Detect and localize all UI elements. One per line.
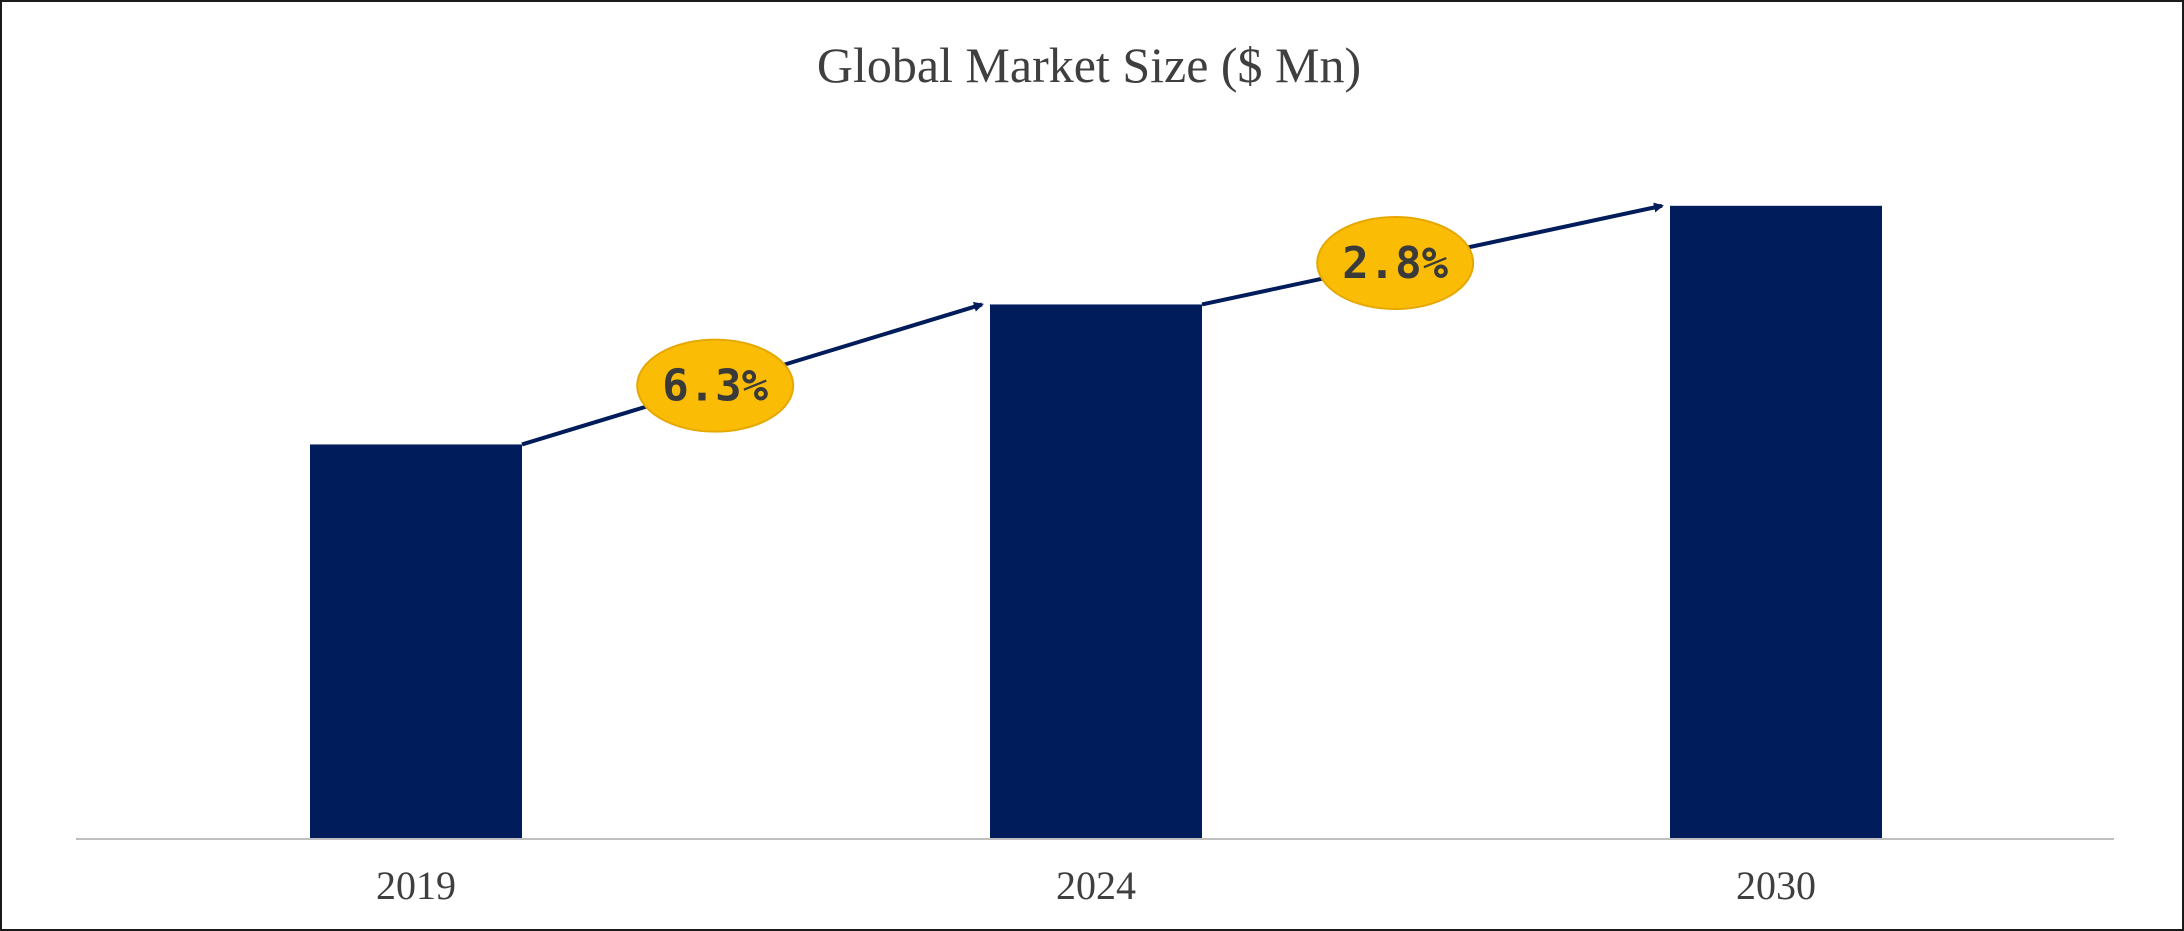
cagr-badge-2019-2024	[636, 338, 795, 433]
x-tick-label-2019: 2019	[376, 863, 456, 908]
bar-2024	[990, 304, 1202, 839]
chart-title: Global Market Size ($ Mn)	[817, 37, 1361, 93]
bars-layer	[310, 205, 1882, 839]
cagr-label-2024-2030: 2.8%	[1342, 238, 1448, 289]
x-tick-label-2030: 2030	[1736, 863, 1816, 908]
cagr-label-2019-2024: 6.3%	[662, 361, 768, 412]
bar-2019	[310, 444, 522, 839]
x-tick-labels: 2019 2024 2030	[376, 863, 1816, 908]
growth-arrows-layer: 6.3% 2.8%	[521, 202, 1664, 447]
cagr-badge-2024-2030	[1316, 216, 1475, 311]
bar-2030	[1670, 205, 1882, 839]
x-tick-label-2024: 2024	[1056, 863, 1136, 908]
